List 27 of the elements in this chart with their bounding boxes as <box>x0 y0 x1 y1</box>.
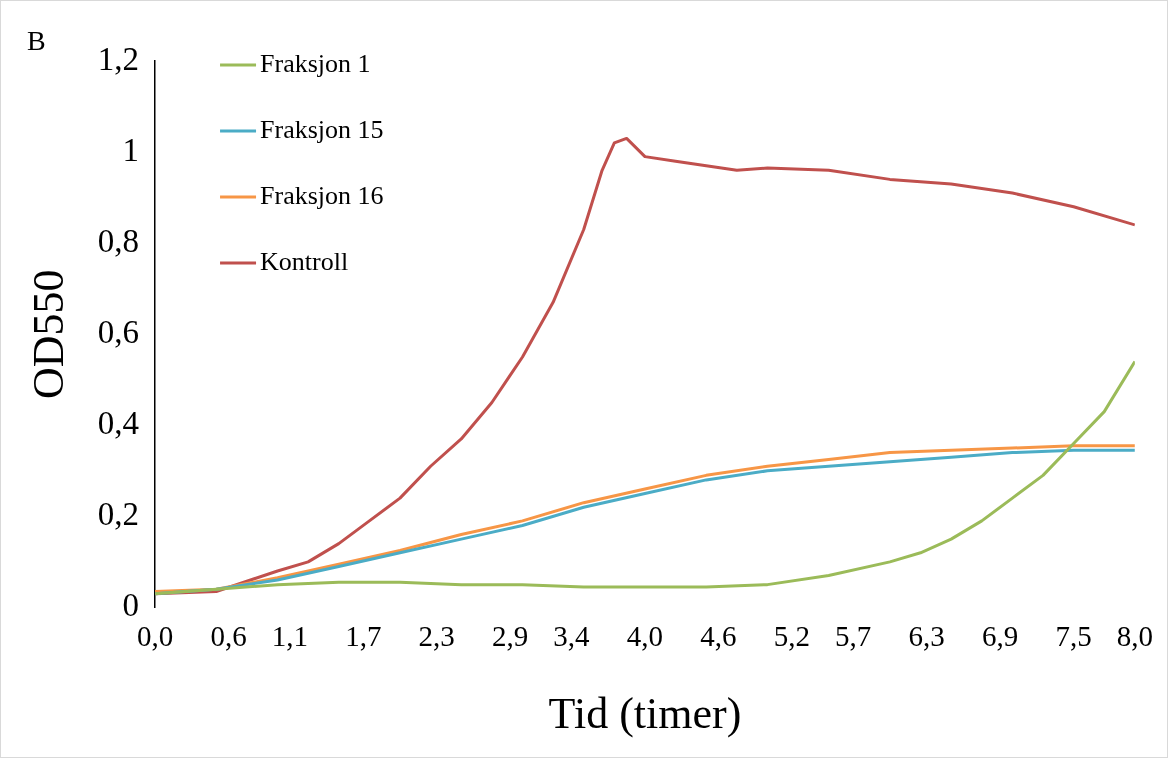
x-tick-label: 4,0 <box>626 620 664 653</box>
x-tick-label: 8,0 <box>1116 620 1153 653</box>
x-tick-label: 7,5 <box>1055 620 1092 653</box>
y-tick-label: 0,4 <box>97 404 140 441</box>
x-axis-title: Tid (timer) <box>548 689 742 739</box>
x-tick-label: 3,4 <box>553 620 591 653</box>
legend-label: Fraksjon 16 <box>260 180 384 210</box>
text: B <box>27 25 46 57</box>
y-axis-title: OD550 <box>23 269 73 399</box>
y-tick-label: 0,8 <box>97 222 140 259</box>
x-tick-label: 4,6 <box>700 620 737 653</box>
legend-label: Fraksjon 15 <box>260 114 384 144</box>
legend-label: Kontroll <box>260 246 349 276</box>
x-tick-label: 5,7 <box>835 620 872 653</box>
y-tick-label: 1,2 <box>97 40 140 77</box>
x-tick-label: 6,3 <box>908 620 945 653</box>
x-tick-label: 1,7 <box>345 620 382 653</box>
x-tick-label: 6,9 <box>982 620 1019 653</box>
x-tick-label: 0,6 <box>210 620 247 653</box>
x-tick-label: 1,1 <box>271 620 308 653</box>
x-tick-label: 2,3 <box>418 620 455 653</box>
legend-label: Fraksjon 1 <box>260 48 371 78</box>
x-tick-label: 5,2 <box>773 620 811 653</box>
y-tick-label: 0,2 <box>97 496 140 533</box>
y-tick-label: 0,6 <box>97 313 140 350</box>
y-tick-label: 1 <box>122 131 140 168</box>
x-tick-label: 2,9 <box>492 620 529 653</box>
